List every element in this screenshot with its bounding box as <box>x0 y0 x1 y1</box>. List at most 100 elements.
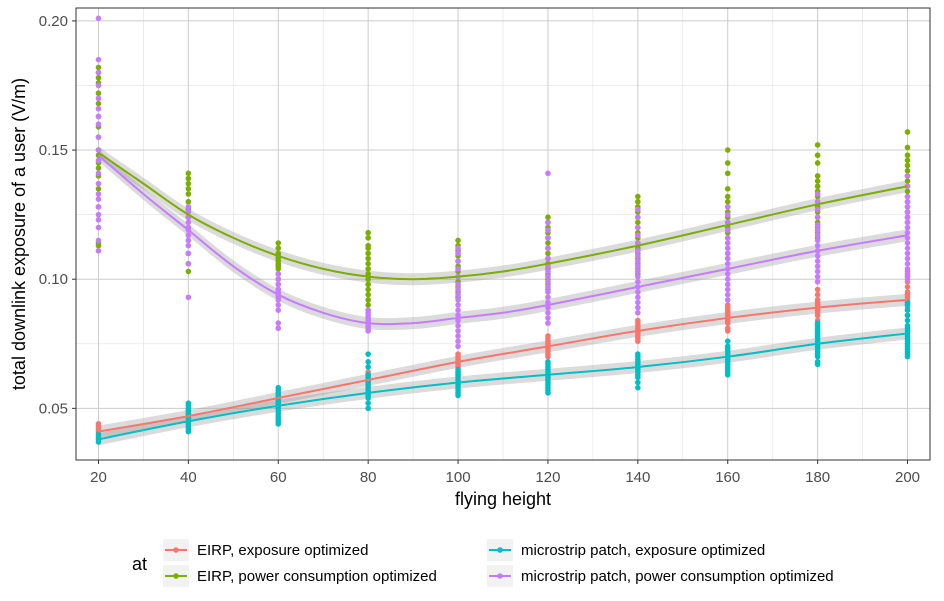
point-microstrip-patch-exposure-optimized <box>904 299 911 306</box>
point-microstrip-patch-power-consumption-optimized <box>724 276 731 283</box>
point-microstrip-patch-power-consumption-optimized <box>635 294 641 301</box>
point-microstrip-patch-power-consumption-optimized <box>724 204 731 210</box>
point-eirp-power-consumption-optimized <box>185 186 192 192</box>
point-microstrip-patch-power-consumption-optimized <box>275 302 282 308</box>
point-eirp-power-consumption-optimized <box>724 198 731 205</box>
point-microstrip-patch-power-consumption-optimized <box>635 206 641 213</box>
point-eirp-power-consumption-optimized <box>185 175 192 182</box>
point-eirp-power-consumption-optimized <box>904 162 911 169</box>
point-eirp-power-consumption-optimized <box>814 152 821 159</box>
point-eirp-power-consumption-optimized <box>904 152 911 159</box>
point-microstrip-patch-power-consumption-optimized <box>724 245 731 252</box>
point-eirp-power-consumption-optimized <box>904 167 911 174</box>
point-microstrip-patch-power-consumption-optimized <box>904 260 911 267</box>
point-microstrip-patch-power-consumption-optimized <box>95 170 102 177</box>
point-microstrip-patch-power-consumption-optimized <box>724 227 731 233</box>
point-eirp-power-consumption-optimized <box>95 186 102 192</box>
y-axis-ticks: 0.05 0.10 0.15 0.20 <box>39 13 76 417</box>
point-microstrip-patch-power-consumption-optimized <box>724 260 731 267</box>
point-microstrip-patch-power-consumption-optimized <box>545 245 551 252</box>
point-microstrip-patch-exposure-optimized <box>365 351 371 357</box>
point-microstrip-patch-power-consumption-optimized <box>185 250 192 257</box>
point-eirp-power-consumption-optimized <box>724 193 731 200</box>
trend-line-eirp-power-consumption-optimized <box>97 151 908 281</box>
point-microstrip-patch-power-consumption-optimized <box>455 266 461 272</box>
point-microstrip-patch-power-consumption-optimized <box>545 268 551 275</box>
point-eirp-power-consumption-optimized <box>904 129 911 135</box>
legend-label-microstrip-patch-exposure-optimized: microstrip patch, exposure optimized <box>521 542 765 559</box>
point-eirp-power-consumption-optimized <box>814 173 821 179</box>
point-eirp-exposure-optimized <box>814 286 821 293</box>
point-microstrip-patch-exposure-optimized <box>724 338 731 344</box>
point-microstrip-patch-power-consumption-optimized <box>724 291 731 298</box>
y-tick-label: 0.05 <box>39 400 68 417</box>
point-microstrip-patch-exposure-optimized <box>275 384 282 391</box>
point-microstrip-patch-power-consumption-optimized <box>545 289 551 295</box>
point-microstrip-patch-exposure-optimized <box>365 400 371 406</box>
point-microstrip-patch-power-consumption-optimized <box>635 289 641 295</box>
point-microstrip-patch-power-consumption-optimized <box>95 211 102 218</box>
point-microstrip-patch-power-consumption-optimized <box>635 214 641 221</box>
point-eirp-power-consumption-optimized <box>365 266 371 272</box>
point-eirp-power-consumption-optimized <box>185 180 192 187</box>
point-microstrip-patch-power-consumption-optimized <box>904 255 911 262</box>
point-microstrip-patch-power-consumption-optimized <box>95 56 102 63</box>
point-microstrip-patch-exposure-optimized <box>635 351 641 357</box>
point-microstrip-patch-power-consumption-optimized <box>545 273 551 280</box>
point-microstrip-patch-power-consumption-optimized <box>904 204 911 210</box>
point-microstrip-patch-power-consumption-optimized <box>724 271 731 277</box>
point-microstrip-patch-power-consumption-optimized <box>185 294 192 301</box>
point-microstrip-patch-power-consumption-optimized <box>455 281 461 288</box>
point-eirp-power-consumption-optimized <box>365 250 371 257</box>
point-eirp-power-consumption-optimized <box>635 219 641 226</box>
point-microstrip-patch-exposure-optimized <box>904 322 911 329</box>
x-tick-label: 180 <box>805 469 830 486</box>
point-microstrip-patch-power-consumption-optimized <box>904 219 911 226</box>
point-microstrip-patch-exposure-optimized <box>365 364 371 370</box>
point-microstrip-patch-power-consumption-optimized <box>95 224 102 231</box>
point-microstrip-patch-power-consumption-optimized <box>904 271 911 277</box>
point-eirp-exposure-optimized <box>724 325 731 332</box>
point-microstrip-patch-power-consumption-optimized <box>455 333 461 339</box>
point-eirp-power-consumption-optimized <box>455 237 461 244</box>
point-microstrip-patch-power-consumption-optimized <box>904 193 911 200</box>
point-eirp-exposure-optimized <box>814 297 821 303</box>
point-microstrip-patch-power-consumption-optimized <box>814 268 821 275</box>
point-microstrip-patch-power-consumption-optimized <box>814 232 821 239</box>
point-microstrip-patch-power-consumption-optimized <box>814 258 821 264</box>
point-eirp-power-consumption-optimized <box>365 276 371 283</box>
point-eirp-power-consumption-optimized <box>185 170 192 177</box>
point-microstrip-patch-power-consumption-optimized <box>455 343 461 350</box>
point-eirp-exposure-optimized <box>455 351 461 357</box>
point-microstrip-patch-power-consumption-optimized <box>455 317 461 324</box>
legend-label-eirp-exposure-optimized: EIRP, exposure optimized <box>197 542 368 559</box>
point-microstrip-patch-power-consumption-optimized <box>904 198 911 205</box>
point-microstrip-patch-exposure-optimized <box>904 307 911 313</box>
point-eirp-power-consumption-optimized <box>365 229 371 236</box>
point-eirp-power-consumption-optimized <box>365 302 371 308</box>
point-eirp-power-consumption-optimized <box>365 271 371 277</box>
point-eirp-power-consumption-optimized <box>545 240 551 246</box>
point-microstrip-patch-exposure-optimized <box>904 317 911 324</box>
point-microstrip-patch-power-consumption-optimized <box>904 250 911 257</box>
point-microstrip-patch-power-consumption-optimized <box>724 286 731 293</box>
point-microstrip-patch-power-consumption-optimized <box>95 191 102 197</box>
point-microstrip-patch-power-consumption-optimized <box>95 105 102 112</box>
point-microstrip-patch-power-consumption-optimized <box>455 250 461 257</box>
legend-point-microstrip-patch-power-consumption-optimized <box>497 573 503 579</box>
point-microstrip-patch-power-consumption-optimized <box>904 245 911 252</box>
legend: at EIRP, exposure optimized EIRP, power c… <box>132 539 834 587</box>
x-tick-label: 80 <box>360 469 377 486</box>
point-microstrip-patch-exposure-optimized <box>545 359 551 365</box>
grid <box>76 8 930 460</box>
y-tick-label: 0.15 <box>39 142 68 159</box>
point-microstrip-patch-power-consumption-optimized <box>95 15 102 22</box>
point-microstrip-patch-power-consumption-optimized <box>814 222 821 228</box>
point-eirp-power-consumption-optimized <box>365 260 371 267</box>
point-microstrip-patch-power-consumption-optimized <box>545 309 551 316</box>
point-microstrip-patch-power-consumption-optimized <box>904 276 911 283</box>
point-eirp-power-consumption-optimized <box>724 186 731 192</box>
point-microstrip-patch-power-consumption-optimized <box>814 214 821 221</box>
point-microstrip-patch-power-consumption-optimized <box>635 273 641 280</box>
point-eirp-power-consumption-optimized <box>365 255 371 262</box>
